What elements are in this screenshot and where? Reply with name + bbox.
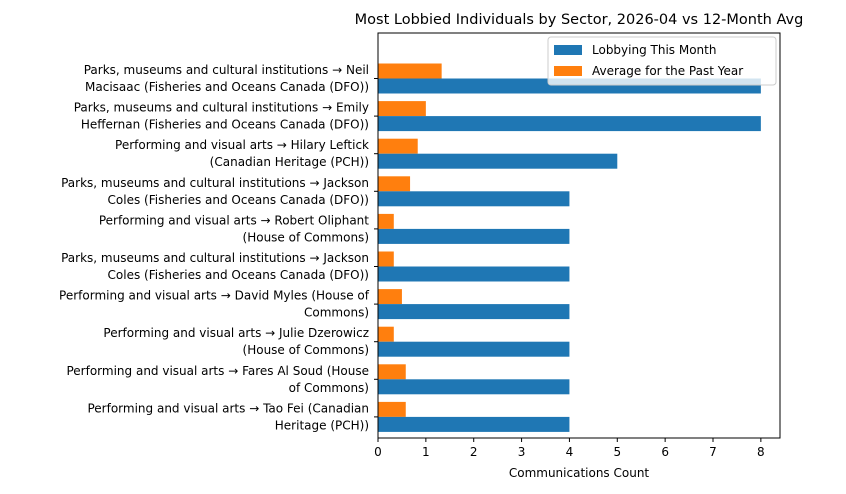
legend-label: Lobbying This Month xyxy=(592,43,716,57)
y-tick-label: Heritage (PCH)) xyxy=(275,418,369,432)
y-tick-label: Performing and visual arts → Julie Dzero… xyxy=(103,326,369,340)
y-tick-label: Parks, museums and cultural institutions… xyxy=(74,101,369,115)
bar-lobbying-this-month xyxy=(378,116,761,132)
y-tick-label: Heffernan (Fisheries and Oceans Canada (… xyxy=(81,118,369,132)
bar-average-past-year xyxy=(378,289,402,305)
y-tick-label: (Canadian Heritage (PCH)) xyxy=(210,155,369,169)
y-tick-label: Performing and visual arts → Hilary Left… xyxy=(115,138,369,152)
chart-title: Most Lobbied Individuals by Sector, 2026… xyxy=(355,12,804,28)
bar-average-past-year xyxy=(378,63,442,79)
bar-lobbying-this-month xyxy=(378,416,570,432)
bar-lobbying-this-month xyxy=(378,266,570,282)
y-tick-label: of Commons) xyxy=(289,381,369,395)
legend-label: Average for the Past Year xyxy=(592,64,743,78)
legend-box xyxy=(547,36,777,86)
plot-frame xyxy=(377,32,781,439)
x-tick-label: 8 xyxy=(757,445,765,459)
y-tick-label: (House of Commons) xyxy=(243,343,369,357)
y-tick-label: Coles (Fisheries and Oceans Canada (DFO)… xyxy=(108,193,369,207)
bar-lobbying-this-month xyxy=(378,228,570,244)
y-axis: Parks, museums and cultural institutions… xyxy=(59,63,378,432)
x-tick-label: 3 xyxy=(518,445,526,459)
bar-average-past-year xyxy=(378,364,406,380)
bar-average-past-year xyxy=(378,401,406,417)
x-tick-label: 1 xyxy=(422,445,430,459)
x-tick-label: 4 xyxy=(566,445,574,459)
x-tick-label: 6 xyxy=(661,445,669,459)
x-tick-label: 0 xyxy=(374,445,382,459)
y-tick-label: Parks, museums and cultural institutions… xyxy=(61,176,369,190)
x-tick-label: 5 xyxy=(613,445,621,459)
bar-average-past-year xyxy=(378,138,418,154)
y-tick-label: Performing and visual arts → David Myles… xyxy=(59,289,370,303)
bar-average-past-year xyxy=(378,213,394,229)
y-tick-label: (House of Commons) xyxy=(243,230,369,244)
y-tick-label: Parks, museums and cultural institutions… xyxy=(84,63,369,77)
bar-lobbying-this-month xyxy=(378,191,570,207)
x-tick-label: 7 xyxy=(709,445,717,459)
y-tick-label: Parks, museums and cultural institutions… xyxy=(61,251,369,265)
bar-average-past-year xyxy=(378,176,411,192)
x-axis-label: Communications Count xyxy=(509,466,650,480)
legend-swatch xyxy=(554,66,582,76)
bar-lobbying-this-month xyxy=(378,379,570,395)
y-tick-label: Performing and visual arts → Robert Olip… xyxy=(99,213,369,227)
bar-lobbying-this-month xyxy=(378,341,570,357)
y-tick-label: Coles (Fisheries and Oceans Canada (DFO)… xyxy=(108,268,369,282)
x-axis: 0 1 2 3 4 5 6 7 8 xyxy=(374,438,765,459)
bar-average-past-year xyxy=(378,326,394,342)
y-tick-label: Performing and visual arts → Fares Al So… xyxy=(66,364,369,378)
x-tick-label: 2 xyxy=(470,445,478,459)
y-tick-label: Macisaac (Fisheries and Oceans Canada (D… xyxy=(85,80,369,94)
bar-lobbying-this-month xyxy=(378,304,570,320)
bar-average-past-year xyxy=(378,251,394,267)
legend: Lobbying This Month Average for the Past … xyxy=(547,36,777,86)
bar-lobbying-this-month xyxy=(378,153,618,169)
bar-average-past-year xyxy=(378,101,426,117)
y-tick-label: Commons) xyxy=(304,306,369,320)
y-tick-label: Performing and visual arts → Tao Fei (Ca… xyxy=(87,401,369,415)
legend-swatch xyxy=(554,45,582,55)
